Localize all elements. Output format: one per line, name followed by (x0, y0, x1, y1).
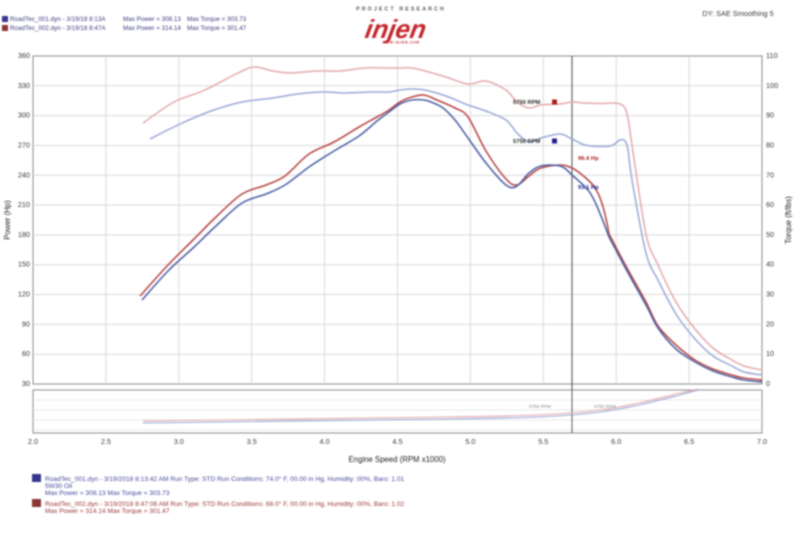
svg-text:2.5: 2.5 (101, 437, 111, 446)
svg-text:5.5: 5.5 (538, 437, 548, 446)
svg-text:2.0: 2.0 (28, 437, 38, 446)
svg-text:180: 180 (18, 230, 30, 239)
svg-text:5750 RPM: 5750 RPM (513, 100, 541, 106)
svg-text:90: 90 (766, 111, 774, 120)
svg-text:0: 0 (766, 379, 770, 388)
svg-text:96.4 Hp: 96.4 Hp (578, 156, 599, 162)
svg-text:Max Power = 308.13 Max Torqu: Max Power = 308.13 Max Torque = 303.73 (45, 490, 170, 497)
svg-text:RoadTec_001.dyn - 3/19/18 8:13: RoadTec_001.dyn - 3/19/18 8:13A (10, 16, 106, 23)
svg-text:100: 100 (766, 81, 778, 90)
svg-text:30: 30 (766, 290, 774, 299)
svg-text:5750 RPM: 5750 RPM (529, 404, 551, 409)
svg-text:7.0: 7.0 (757, 437, 767, 446)
svg-text:RoadTec_001.dyn - 3/19/2018 8:: RoadTec_001.dyn - 3/19/2018 8:13:42 AM R… (45, 475, 404, 483)
svg-text:Torque (ft/lbs): Torque (ft/lbs) (784, 196, 793, 244)
svg-text:PROJECT RESEARCH: PROJECT RESEARCH (356, 7, 446, 13)
svg-text:4.0: 4.0 (320, 437, 330, 446)
svg-text:Max Torque = 303.73: Max Torque = 303.73 (187, 16, 247, 23)
svg-text:210: 210 (18, 200, 30, 209)
svg-text:90: 90 (22, 319, 30, 328)
svg-text:RoadTec_002.dyn - 3/19/18 8:47: RoadTec_002.dyn - 3/19/18 8:47A (10, 25, 106, 32)
svg-text:120: 120 (18, 290, 30, 299)
svg-text:Max Torque = 301.47: Max Torque = 301.47 (187, 25, 247, 32)
svg-text:Engine Speed (RPM x1000): Engine Speed (RPM x1000) (348, 455, 445, 464)
svg-text:50: 50 (766, 230, 774, 239)
svg-text:6.5: 6.5 (684, 437, 694, 446)
svg-text:40: 40 (766, 260, 774, 269)
svg-text:Max Power = 314.14: Max Power = 314.14 (123, 25, 181, 32)
svg-text:10: 10 (766, 349, 774, 358)
svg-text:70: 70 (766, 170, 774, 179)
svg-text:30: 30 (22, 379, 30, 388)
svg-text:3.5: 3.5 (247, 437, 257, 446)
svg-text:60: 60 (766, 200, 774, 209)
svg-text:150: 150 (18, 260, 30, 269)
svg-text:DY: SAE Smoothing 5: DY: SAE Smoothing 5 (702, 9, 773, 18)
svg-text:360: 360 (18, 51, 30, 60)
svg-text:Max Power = 314.14 Max Torqu: Max Power = 314.14 Max Torque = 301.47 (45, 508, 170, 515)
svg-text:Max Power = 308.13: Max Power = 308.13 (123, 16, 181, 23)
svg-text:60: 60 (22, 349, 30, 358)
svg-text:80: 80 (766, 141, 774, 150)
svg-text:6.0: 6.0 (611, 437, 621, 446)
svg-text:RoadTec_002.dyn - 3/19/2018 8:: RoadTec_002.dyn - 3/19/2018 8:47:08 AM R… (45, 500, 404, 508)
svg-text:WWW.INJEN.COM: WWW.INJEN.COM (382, 40, 420, 44)
svg-text:3.0: 3.0 (174, 437, 184, 446)
svg-text:5750 RPM: 5750 RPM (513, 139, 541, 145)
svg-text:5W30 Oil: 5W30 Oil (45, 483, 73, 490)
svg-text:20: 20 (766, 319, 774, 328)
svg-text:330: 330 (18, 81, 30, 90)
svg-text:5.0: 5.0 (465, 437, 475, 446)
svg-text:110: 110 (766, 51, 778, 60)
svg-text:Power (Hp): Power (Hp) (3, 200, 12, 240)
svg-text:93.1 Hp: 93.1 Hp (578, 185, 599, 191)
svg-text:270: 270 (18, 141, 30, 150)
svg-text:5750 RPM: 5750 RPM (594, 404, 616, 409)
svg-text:240: 240 (18, 170, 30, 179)
svg-text:300: 300 (18, 111, 30, 120)
svg-text:4.5: 4.5 (392, 437, 402, 446)
